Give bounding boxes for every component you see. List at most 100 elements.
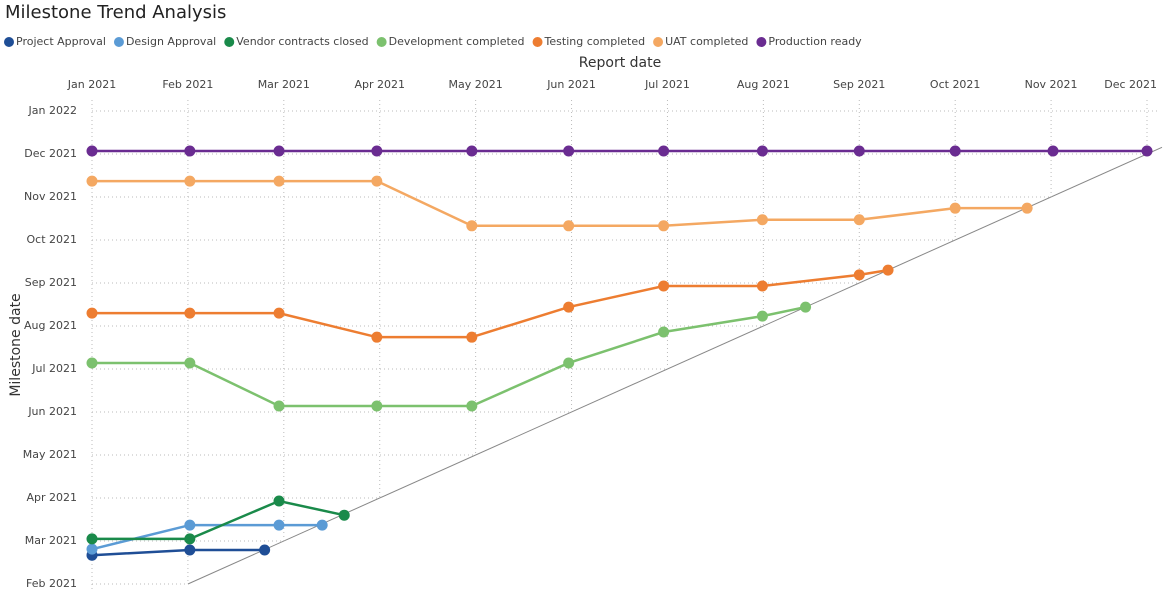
data-point [800, 301, 812, 313]
data-point [563, 357, 575, 369]
data-point [1047, 145, 1059, 157]
data-point [563, 220, 575, 232]
x-tick-label: May 2021 [449, 78, 503, 91]
chart-title: Milestone Trend Analysis [5, 2, 226, 23]
legend-marker [532, 37, 543, 47]
data-point [184, 544, 196, 556]
series-line [91, 548, 265, 557]
data-point [658, 326, 670, 338]
data-point [273, 495, 285, 507]
data-point [273, 145, 285, 157]
data-point [184, 175, 196, 187]
data-point [371, 145, 383, 157]
data-point [371, 400, 383, 412]
x-tick-label: Mar 2021 [258, 78, 310, 91]
data-point [184, 533, 196, 545]
x-tick-label: Nov 2021 [1025, 78, 1078, 91]
data-point [86, 175, 98, 187]
data-point [86, 307, 98, 319]
data-point [184, 307, 196, 319]
legend-marker [113, 37, 124, 47]
legend-label: UAT completed [665, 35, 748, 48]
data-point [371, 175, 383, 187]
legend-label: Project Approval [16, 35, 106, 48]
data-point [756, 145, 768, 157]
data-point [371, 331, 383, 343]
data-point [949, 202, 961, 214]
data-point [86, 145, 98, 157]
data-point [273, 519, 285, 531]
data-point [184, 357, 196, 369]
x-tick-label: Sep 2021 [833, 78, 885, 91]
data-point [86, 533, 98, 545]
x-tick-label: Feb 2021 [162, 78, 213, 91]
legend-label: Production ready [768, 35, 862, 48]
legend-marker [4, 37, 14, 47]
data-point [466, 220, 478, 232]
data-point [756, 310, 768, 322]
data-point [853, 214, 865, 226]
x-axis-title: Report date [579, 55, 661, 71]
y-tick-label: Oct 2021 [26, 233, 77, 246]
diagonal [187, 146, 1163, 585]
series-line [92, 268, 889, 339]
y-tick-label: Jan 2022 [28, 104, 77, 117]
data-point [86, 357, 98, 369]
legend-marker [224, 37, 235, 47]
y-tick-label: Dec 2021 [24, 147, 77, 160]
data-point [949, 145, 961, 157]
legend-marker [756, 37, 767, 47]
series-line [92, 499, 345, 541]
data-point [1141, 145, 1153, 157]
data-point [273, 307, 285, 319]
data-point [882, 264, 894, 276]
data-point [273, 400, 285, 412]
x-tick-label: Jan 2021 [67, 78, 116, 91]
data-point [563, 145, 575, 157]
x-tick-label: Apr 2021 [354, 78, 405, 91]
data-point [184, 519, 196, 531]
x-tick-label: Oct 2021 [930, 78, 981, 91]
x-tick-label: Jun 2021 [546, 78, 596, 91]
data-point [1021, 202, 1033, 214]
data-point [756, 214, 768, 226]
series-line [91, 523, 323, 551]
y-tick-label: Aug 2021 [24, 319, 77, 332]
data-point [658, 220, 670, 232]
series-line [92, 305, 806, 408]
data-point [316, 519, 328, 531]
data-point [658, 145, 670, 157]
y-tick-label: Jun 2021 [27, 405, 77, 418]
data-point [184, 145, 196, 157]
data-point [466, 331, 478, 343]
x-tick-label: Dec 2021 [1104, 78, 1157, 91]
data-point [563, 301, 575, 313]
data-point [338, 509, 350, 521]
y-tick-label: Jul 2021 [31, 362, 77, 375]
y-axis-title: Milestone date [8, 293, 24, 396]
y-tick-label: Feb 2021 [26, 577, 77, 590]
y-tick-label: Mar 2021 [25, 534, 77, 547]
y-tick-label: May 2021 [23, 448, 77, 461]
y-tick-label: Nov 2021 [24, 190, 77, 203]
legend-label: Development completed [389, 35, 525, 48]
data-point [86, 543, 98, 555]
legend-label: Testing completed [544, 35, 646, 48]
y-tick-label: Apr 2021 [26, 491, 77, 504]
legend-marker [653, 37, 664, 47]
data-point [273, 175, 285, 187]
y-tick-label: Sep 2021 [25, 276, 77, 289]
x-tick-label: Jul 2021 [644, 78, 690, 91]
data-point [756, 280, 768, 292]
data-point [259, 544, 271, 556]
x-tick-label: Aug 2021 [737, 78, 790, 91]
data-point [853, 145, 865, 157]
legend-marker [376, 37, 387, 47]
data-point [658, 280, 670, 292]
data-point [466, 400, 478, 412]
data-point [466, 145, 478, 157]
data-point [853, 269, 865, 281]
series-line [92, 179, 1028, 228]
legend-label: Design Approval [126, 35, 216, 48]
